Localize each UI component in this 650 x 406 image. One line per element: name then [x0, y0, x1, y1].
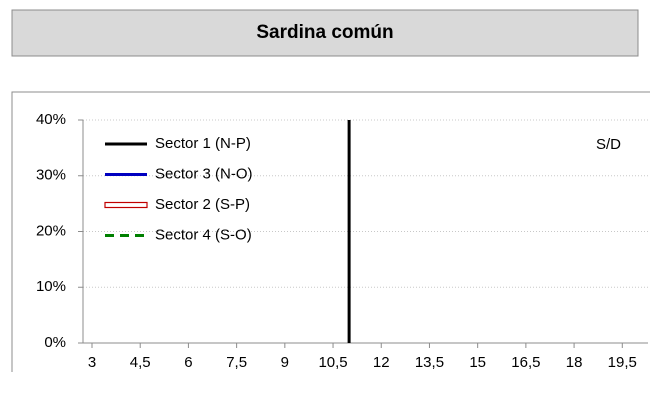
- legend-label: Sector 3 (N-O): [155, 165, 253, 182]
- y-tick-label: 40%: [36, 111, 66, 128]
- x-tick-label: 13,5: [415, 354, 444, 371]
- x-tick-label: 16,5: [511, 354, 540, 371]
- x-tick-label: 6: [184, 354, 192, 371]
- x-tick-label: 19,5: [608, 354, 637, 371]
- x-tick-label: 4,5: [130, 354, 151, 371]
- legend-label: Sector 2 (S-P): [155, 196, 250, 213]
- y-tick-label: 30%: [36, 167, 66, 184]
- annotation: S/D: [596, 136, 621, 153]
- title-box: [11, 9, 639, 57]
- x-tick-label: 12: [373, 354, 390, 371]
- x-tick-label: 10,5: [318, 354, 347, 371]
- chart-frame: [11, 91, 650, 372]
- chart-title: Sardina común: [256, 22, 393, 43]
- legend-label: Sector 4 (S-O): [155, 226, 252, 243]
- y-tick-label: 10%: [36, 278, 66, 295]
- y-tick-label: 0%: [44, 334, 66, 351]
- x-tick-label: 3: [88, 354, 96, 371]
- legend-swatch: [104, 201, 148, 209]
- legend-label: Sector 1 (N-P): [155, 135, 251, 152]
- y-tick-label: 20%: [36, 222, 66, 239]
- x-tick-label: 7,5: [226, 354, 247, 371]
- x-tick-label: 15: [469, 354, 486, 371]
- x-tick-label: 9: [281, 354, 289, 371]
- x-tick-label: 18: [566, 354, 583, 371]
